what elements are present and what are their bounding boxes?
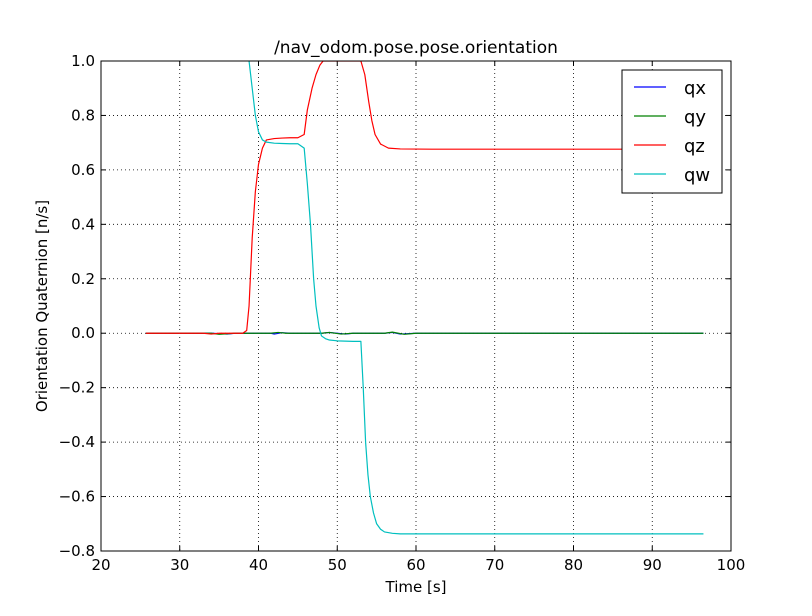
y-tick-label: −0.2 — [59, 379, 95, 397]
legend-label-qw: qw — [684, 165, 710, 186]
x-tick-label: 30 — [170, 556, 189, 574]
y-tick-label: 0.2 — [71, 270, 95, 288]
x-tick-label: 70 — [485, 556, 504, 574]
y-tick-label: 0.4 — [71, 215, 95, 233]
y-tick-label: 0.0 — [71, 324, 95, 342]
legend-label-qy: qy — [684, 107, 706, 128]
y-tick-label: 1.0 — [71, 52, 95, 70]
series-line-qw — [248, 61, 704, 535]
axis-ticks: 20 30 40 50 60 70 80 90 100 −0.8 −0.6 −0.4 −0.2 0.0 0.… — [59, 52, 746, 574]
series-lines — [145, 61, 704, 535]
x-tick-label: 80 — [564, 556, 583, 574]
x-tick-label: 20 — [91, 556, 110, 574]
series-line-qz — [145, 61, 704, 335]
y-tick-label: 0.6 — [71, 161, 95, 179]
y-tick-label: −0.6 — [59, 488, 95, 506]
x-tick-label: 50 — [328, 556, 347, 574]
chart-title: /nav_odom.pose.pose.orientation — [274, 38, 558, 58]
legend-box — [621, 69, 723, 194]
x-axis-label: Time [s] — [385, 578, 447, 596]
y-axis-label: Orientation Quaternion [n/s] — [33, 200, 51, 412]
legend-label-qx: qx — [684, 78, 706, 99]
legend: qx qy qz qw — [621, 69, 723, 194]
x-tick-label: 60 — [406, 556, 425, 574]
x-tick-label: 100 — [717, 556, 746, 574]
x-tick-label: 40 — [249, 556, 268, 574]
y-tick-label: 0.8 — [71, 106, 95, 124]
legend-label-qz: qz — [684, 136, 705, 157]
x-tick-label: 90 — [643, 556, 662, 574]
y-tick-label: −0.8 — [59, 542, 95, 560]
plot-frame — [100, 60, 732, 552]
y-tick-label: −0.4 — [59, 433, 95, 451]
